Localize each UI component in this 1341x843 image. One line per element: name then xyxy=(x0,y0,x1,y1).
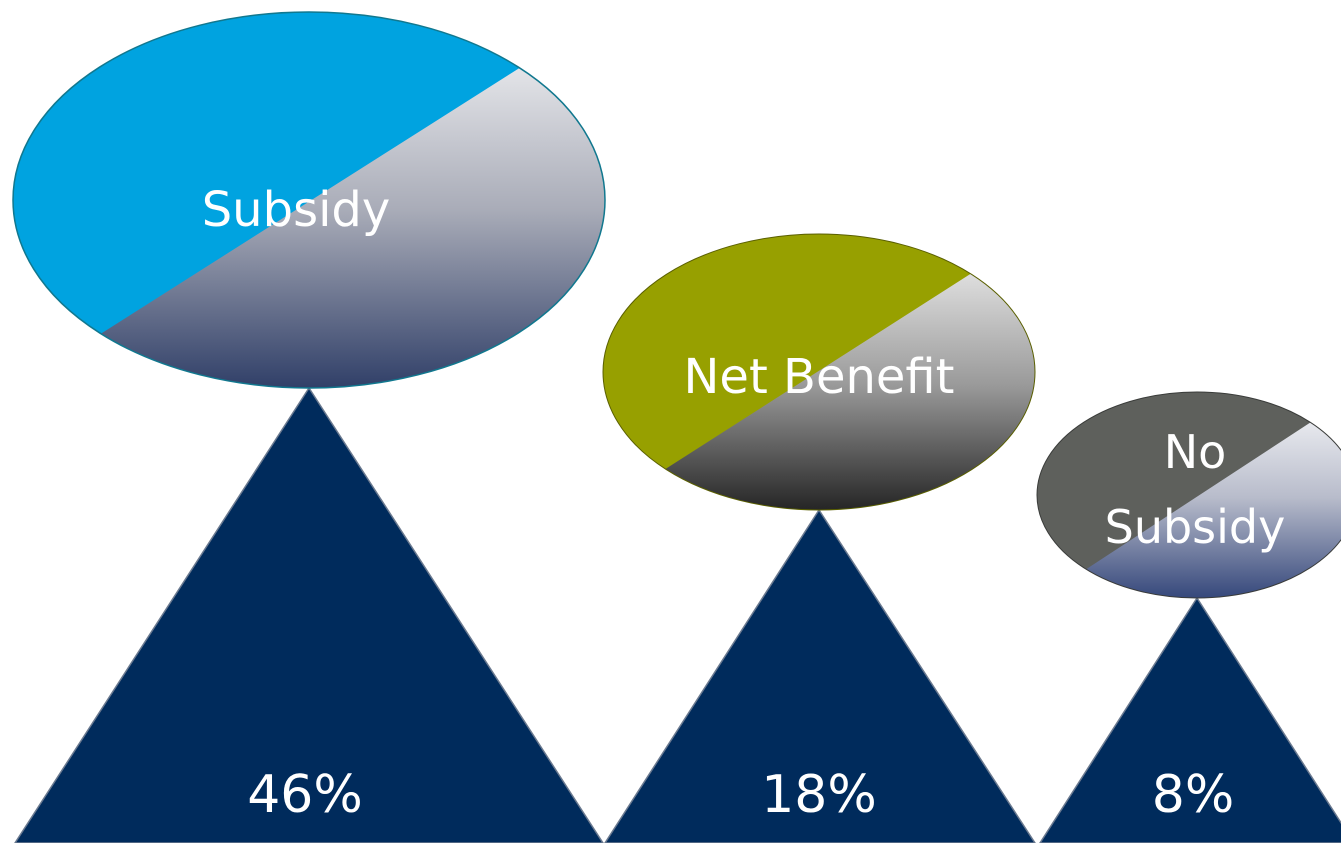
item-no-subsidy: No Subsidy 8% xyxy=(1036,391,1341,843)
net-benefit-ellipse xyxy=(602,233,1036,511)
item-net-benefit: Net Benefit 18% xyxy=(602,233,1036,843)
net-benefit-label: Net Benefit xyxy=(684,349,955,405)
subsidy-ellipse xyxy=(12,11,606,389)
no-subsidy-ellipse xyxy=(1036,391,1341,599)
item-subsidy: Subsidy 46% xyxy=(12,11,606,843)
subsidy-label: Subsidy xyxy=(202,182,391,238)
no-subsidy-label-line-1: No xyxy=(1164,425,1227,479)
subsidy-triangle xyxy=(14,386,604,843)
net-benefit-triangle xyxy=(604,508,1036,843)
no-subsidy-triangle xyxy=(1039,596,1341,843)
no-subsidy-percent: 8% xyxy=(1152,765,1235,825)
subsidy-percent: 46% xyxy=(247,765,363,825)
no-subsidy-label-line-2: Subsidy xyxy=(1105,500,1286,554)
net-benefit-percent: 18% xyxy=(761,765,877,825)
